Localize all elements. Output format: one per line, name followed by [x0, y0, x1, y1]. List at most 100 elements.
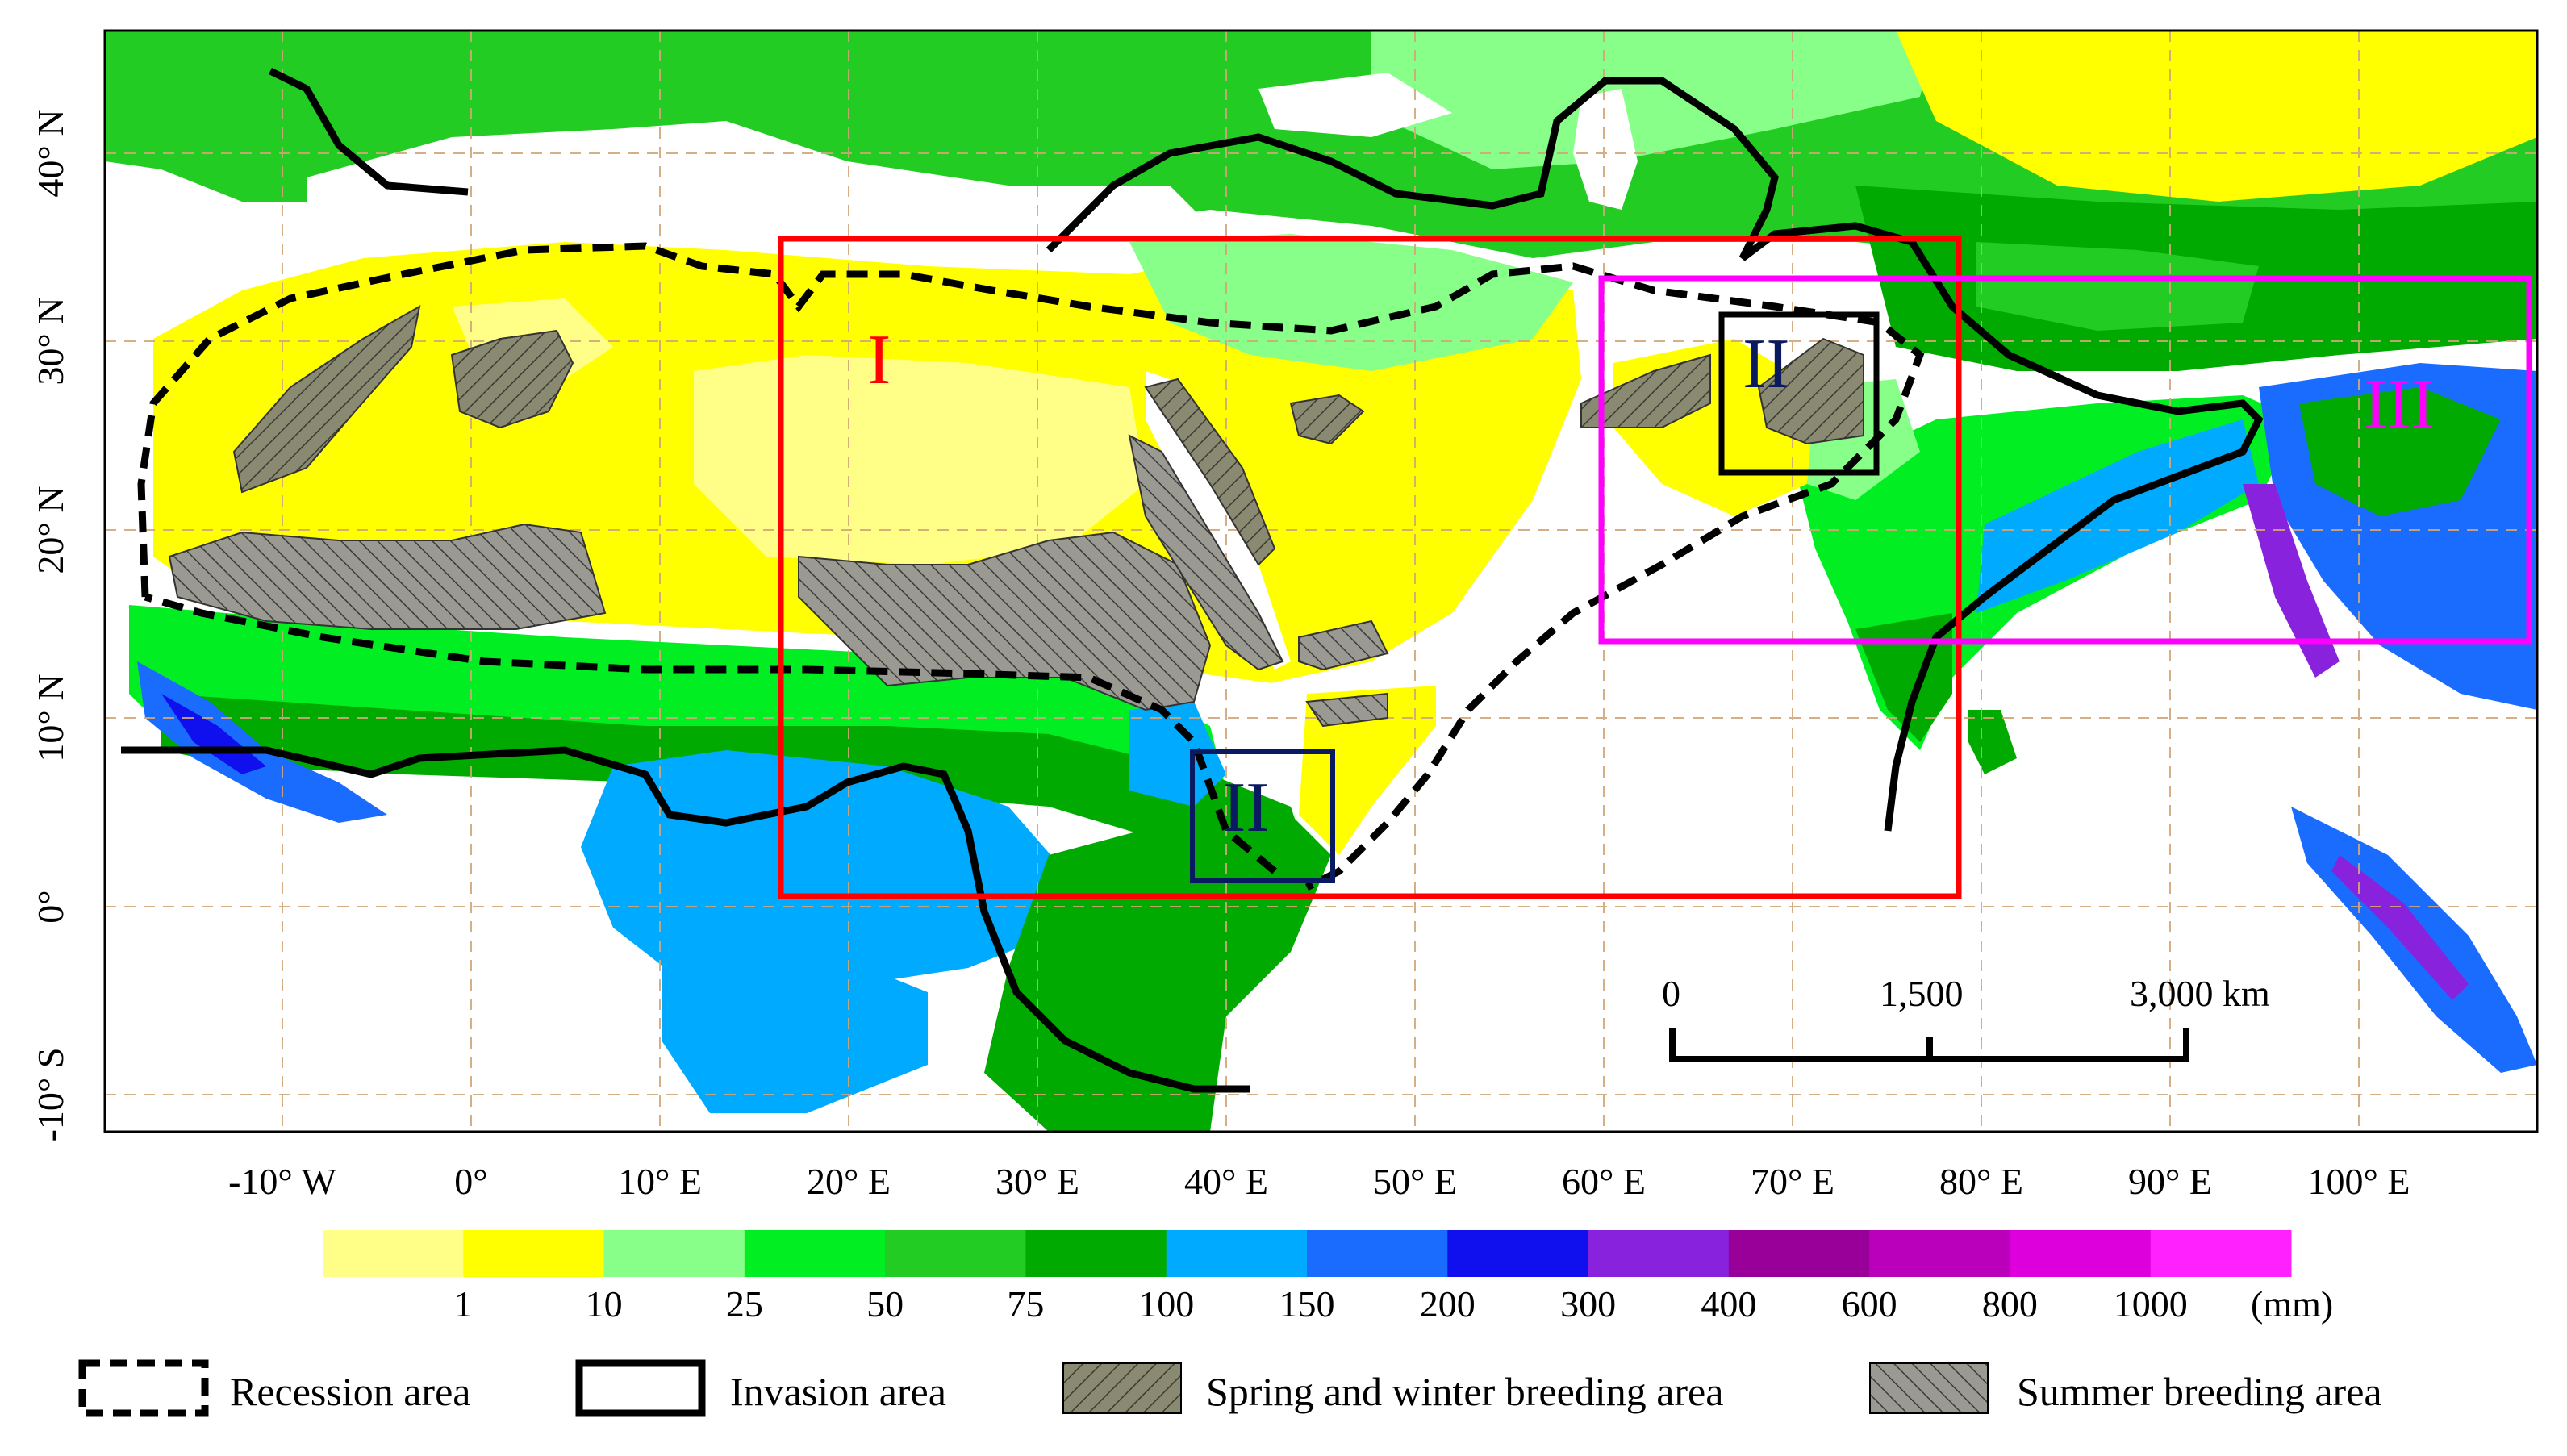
lon-label: 90° E: [2128, 1161, 2212, 1202]
colorbar-tick-label: 1000: [2114, 1283, 2188, 1325]
colorbar-unit: (mm): [2251, 1283, 2333, 1325]
region-II-box-west: [1190, 749, 1335, 883]
lon-label: 70° E: [1751, 1161, 1834, 1202]
region-III-label: III: [2364, 365, 2435, 444]
congo-blue: [662, 944, 928, 1113]
lon-label: 80° E: [1939, 1161, 2023, 1202]
region-II-box-east: [1718, 311, 1880, 476]
precipitation-map: [105, 31, 2537, 1132]
scale-label-0: 0: [1662, 973, 1680, 1014]
west-africa-dark-blue: [161, 694, 266, 774]
region-I-box: [778, 236, 1962, 899]
lon-label: 40° E: [1184, 1161, 1268, 1202]
legend-summer-label: Summer breeding area: [2017, 1369, 2382, 1414]
lon-label: 50° E: [1373, 1161, 1457, 1202]
colorbar-labels: 1 10 25 50 75 100 150 200 300 400 600 800 1000: [454, 1283, 2188, 1325]
summer-breeding-areas: [168, 434, 1389, 728]
colorbar-tick-label: 600: [1842, 1283, 1897, 1325]
legend-spring-winter-swatch: [1062, 1362, 1182, 1414]
colorbar-tick-label: 100: [1138, 1283, 1194, 1325]
legend-recession-label: Recession area: [230, 1369, 470, 1414]
arabian-sea: [1258, 516, 2537, 1132]
lon-label: 20° E: [807, 1161, 891, 1202]
lat-label: 20° N: [30, 486, 71, 574]
colorbar-tick-label: 300: [1560, 1283, 1616, 1325]
longitude-labels: -10° W 0° 10° E 20° E 30° E 40° E 50° E …: [228, 1161, 2410, 1202]
myanmar-purple: [2243, 484, 2340, 678]
landmass-north-light: [1371, 31, 1936, 169]
scale-label-3000: 3,000 km: [2130, 973, 2270, 1014]
ethiopia-blue: [1129, 702, 1226, 807]
southeast-asia-green: [2299, 387, 2501, 516]
colorbar-segment: [885, 1230, 1026, 1277]
colorbar-segment: [323, 1230, 464, 1277]
lon-label: 100° E: [2308, 1161, 2410, 1202]
colorbar-segment: [2150, 1230, 2292, 1277]
invasion-area-north: [1046, 77, 2264, 832]
lat-label: -10° S: [30, 1048, 71, 1142]
colorbar-segment: [1307, 1230, 1448, 1277]
colorbar-tick-label: 50: [866, 1283, 904, 1325]
colorbar-tick-label: 10: [586, 1283, 623, 1325]
lon-label: -10° W: [228, 1161, 336, 1202]
latitude-labels: 40° N 30° N 20° N 10° N 0° -10° S: [30, 109, 71, 1141]
colorbar-tick-label: 1: [454, 1283, 473, 1325]
colorbar-segment: [463, 1230, 605, 1277]
spring-winter-breeding-areas: [232, 305, 1864, 566]
sumatra-purple: [2331, 855, 2469, 1000]
colorbar-segment: [744, 1230, 886, 1277]
colorbar-tick-label: 150: [1279, 1283, 1335, 1325]
lon-label: 60° E: [1562, 1161, 1646, 1202]
tibet-light: [1976, 242, 2259, 331]
colorbar-segment: [1588, 1230, 1730, 1277]
lat-label: 0°: [30, 890, 71, 923]
map-frame: [103, 29, 2539, 1133]
colorbar-tick-label: 200: [1420, 1283, 1476, 1325]
colorbar-segment: [1869, 1230, 2010, 1277]
india-blue: [1976, 419, 2259, 613]
sahara-light-core: [694, 355, 1146, 565]
lon-label: 0°: [454, 1161, 487, 1202]
invasion-area-northwest: [269, 67, 469, 196]
colorbar-tick-label: 25: [726, 1283, 763, 1325]
scale-bar: 0 1,500 3,000 km: [1662, 973, 2270, 1062]
south-india: [1855, 613, 1952, 742]
legend: Recession area Invasion area Spring and …: [78, 1359, 2382, 1417]
region-I-label: I: [867, 321, 891, 399]
black-sea: [1258, 73, 1452, 137]
invasion-area-boundary: [121, 746, 1250, 1093]
colorbar-segment: [1025, 1230, 1167, 1277]
colorbar-tick-label: 75: [1007, 1283, 1044, 1325]
recession-area-boundary: [137, 242, 1925, 891]
legend-invasion-swatch: [575, 1359, 706, 1417]
colorbar-segment: [603, 1230, 745, 1277]
legend-invasion-label: Invasion area: [730, 1369, 946, 1414]
lat-label: 40° N: [30, 109, 71, 197]
lon-label: 10° E: [618, 1161, 702, 1202]
colorbar-segment: [1166, 1230, 1308, 1277]
west-africa-blue: [137, 661, 387, 823]
region-II-label-east: II: [1743, 325, 1790, 403]
scale-label-1500: 1,500: [1880, 973, 1964, 1014]
legend-spring-winter-label: Spring and winter breeding area: [1206, 1369, 1723, 1414]
legend-recession-swatch: [78, 1359, 209, 1417]
lon-label: 30° E: [995, 1161, 1079, 1202]
middle-east-green: [1129, 234, 1573, 371]
colorbar-tick-label: 400: [1701, 1283, 1756, 1325]
central-asia-yellow: [1896, 31, 2537, 202]
central-africa-blue: [581, 750, 1065, 992]
colorbar-segment: [2010, 1230, 2152, 1277]
lat-label: 10° N: [30, 674, 71, 761]
colorbar-segment: [1728, 1230, 1870, 1277]
mediterranean-sea: [307, 121, 1210, 266]
legend-summer-swatch: [1869, 1362, 1989, 1414]
region-III-box: [1598, 275, 2532, 645]
caspian-sea: [1573, 89, 1638, 210]
colorbar-segment: [1447, 1230, 1589, 1277]
precipitation-colorbar: [323, 1230, 2292, 1277]
region-II-label-west: II: [1222, 769, 1270, 847]
lat-label: 30° N: [30, 297, 71, 385]
colorbar-tick-label: 800: [1982, 1283, 2038, 1325]
red-sea: [1146, 371, 1291, 670]
